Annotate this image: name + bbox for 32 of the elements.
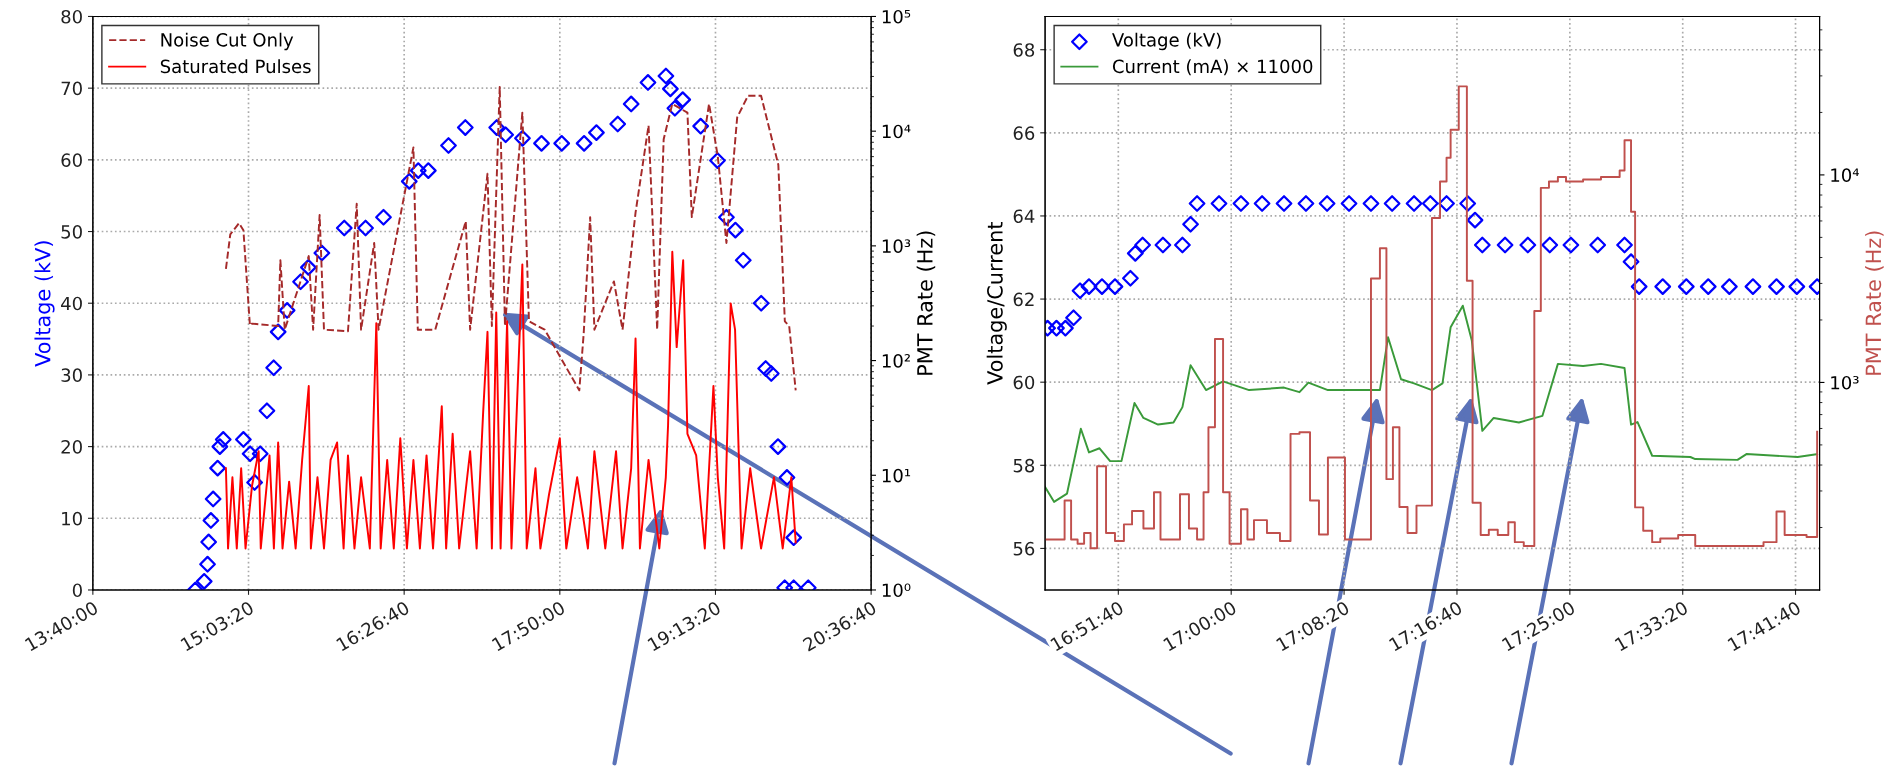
y-tick-label: 60 <box>1013 375 1035 390</box>
y2-tick-label: 10³ <box>1831 375 1859 390</box>
y-tick-label: 62 <box>1013 292 1034 307</box>
y-tick-label: 60 <box>61 153 82 167</box>
legend-label: Voltage (kV) <box>1112 32 1221 51</box>
y2-tick-label: 10⁴ <box>882 124 911 139</box>
y2-tick-label: 10⁰ <box>882 583 911 598</box>
y-tick-label: 56 <box>1013 541 1035 556</box>
y-tick-label: 0 <box>72 583 82 598</box>
y-tick-label: 30 <box>61 368 82 383</box>
y-tick-label: 80 <box>61 9 82 24</box>
y-axis-title: Voltage (kV) <box>34 241 55 367</box>
y2-tick-label: 10⁴ <box>1831 168 1859 183</box>
y2-tick-label: 10⁵ <box>882 9 911 24</box>
y2-axis-title: PMT Rate (Hz) <box>916 231 936 375</box>
y-tick-label: 70 <box>61 81 82 96</box>
legend-label: Saturated Pulses <box>160 59 311 74</box>
y-axis-title: Voltage/Current <box>986 222 1007 385</box>
y-tick-label: 58 <box>1013 458 1035 473</box>
y-tick-label: 64 <box>1013 209 1035 224</box>
y-tick-label: 40 <box>61 296 82 311</box>
y-tick-label: 66 <box>1013 126 1035 140</box>
y2-tick-label: 10² <box>882 354 910 368</box>
y-tick-label: 50 <box>61 224 82 239</box>
y2-tick-label: 10¹ <box>882 468 911 483</box>
y-tick-label: 20 <box>61 440 82 454</box>
y-tick-label: 68 <box>1013 43 1035 57</box>
legend-label: Current (mA) × 11000 <box>1112 59 1313 76</box>
legend-label: Noise Cut Only <box>161 32 294 51</box>
y-tick-label: 10 <box>62 511 82 526</box>
y2-axis-title: PMT Rate (Hz) <box>1865 231 1884 375</box>
y2-tick-label: 10³ <box>882 239 911 253</box>
